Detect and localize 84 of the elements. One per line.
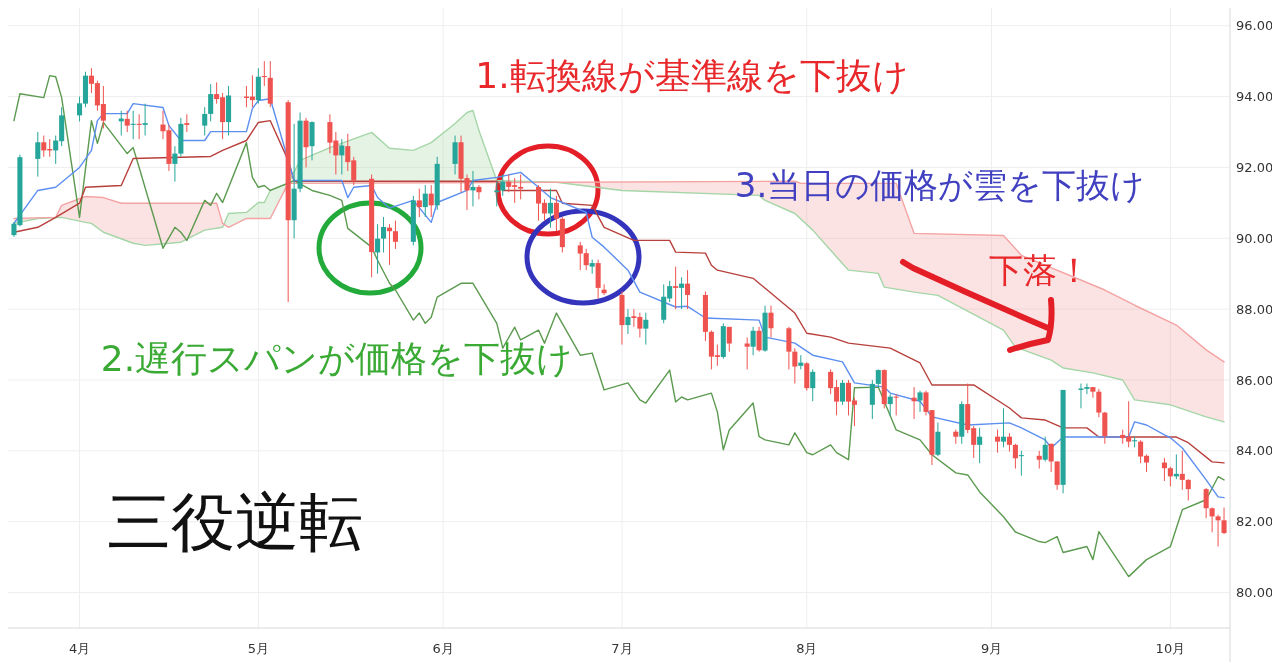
y-tick-label: 92.00 xyxy=(1236,159,1274,175)
candlestick xyxy=(1006,432,1012,453)
candlestick xyxy=(786,326,792,370)
candlestick xyxy=(1048,443,1054,473)
candlestick xyxy=(208,83,214,122)
candlestick xyxy=(792,347,798,385)
annotation: 2.遅行スパンが価格を下抜け xyxy=(100,337,574,379)
y-tick-label: 86.00 xyxy=(1236,372,1274,388)
y-tick-label: 82.00 xyxy=(1236,514,1274,530)
candlestick xyxy=(1185,478,1191,501)
y-tick-label: 80.00 xyxy=(1236,585,1274,601)
candlestick xyxy=(428,184,434,218)
candlestick xyxy=(840,379,846,406)
candlestick xyxy=(1096,388,1102,418)
candlestick xyxy=(768,305,774,338)
candlestick xyxy=(130,110,136,140)
candlestick xyxy=(392,220,398,250)
candlestick xyxy=(1179,450,1185,491)
candlestick xyxy=(1203,487,1209,519)
candlestick xyxy=(136,113,142,140)
candlestick xyxy=(142,103,148,137)
candlestick xyxy=(679,276,685,310)
candlestick xyxy=(673,266,679,310)
candlestick xyxy=(1054,460,1060,491)
candlestick xyxy=(1000,407,1007,448)
candlestick xyxy=(202,106,208,137)
candlestick xyxy=(935,422,941,457)
candlestick xyxy=(1102,411,1108,445)
candlestick xyxy=(869,379,875,420)
candlestick xyxy=(810,368,816,402)
y-tick-label: 94.00 xyxy=(1236,89,1274,105)
candlestick xyxy=(1042,436,1048,462)
x-tick-label: 5月 xyxy=(247,640,269,656)
candlestick xyxy=(994,429,1001,454)
candlestick xyxy=(261,60,267,87)
candlestick xyxy=(744,336,750,370)
x-tick-label: 9月 xyxy=(980,640,1003,656)
candlestick xyxy=(375,223,381,275)
y-tick-label: 88.00 xyxy=(1236,301,1274,317)
candlestick xyxy=(1221,507,1227,535)
y-tick-label: 84.00 xyxy=(1236,443,1274,459)
candlestick xyxy=(977,427,983,464)
candlestick xyxy=(35,131,41,178)
candlestick xyxy=(750,326,756,356)
candlestick xyxy=(1209,507,1215,533)
candlestick xyxy=(1018,450,1024,477)
candlestick xyxy=(917,390,923,413)
candlestick xyxy=(887,393,893,416)
x-tick-label: 6月 xyxy=(432,640,454,656)
candlestick xyxy=(422,184,428,218)
candlestick xyxy=(172,145,178,183)
candlestick xyxy=(1215,514,1221,548)
candlestick xyxy=(381,216,387,253)
y-tick-label: 90.00 xyxy=(1236,230,1274,246)
candlestick xyxy=(1167,466,1173,487)
candlestick xyxy=(643,312,649,346)
candlestick xyxy=(553,195,559,232)
annotation: 1.転換線が基準線を下抜け xyxy=(475,54,909,96)
candlestick xyxy=(625,308,631,335)
candlestick xyxy=(893,393,899,416)
candlestick xyxy=(685,269,691,310)
annotation: 3.当日の価格が雲を下抜け xyxy=(734,165,1146,205)
candlestick xyxy=(416,188,422,218)
candlestick xyxy=(494,181,500,207)
candlestick xyxy=(452,135,458,176)
candlestick xyxy=(1090,386,1096,399)
annotation: 下落！ xyxy=(989,250,1091,290)
candlestick xyxy=(476,184,482,200)
candlestick xyxy=(124,110,130,133)
x-tick-label: 8月 xyxy=(796,640,818,656)
candlestick xyxy=(255,67,261,105)
candlestick xyxy=(518,174,524,200)
x-tick-label: 10月 xyxy=(1155,640,1186,656)
x-tick-label: 4月 xyxy=(68,640,91,656)
y-tick-label: 96.00 xyxy=(1236,18,1274,34)
annotation: 三役逆転 xyxy=(107,485,363,559)
x-tick-label: 7月 xyxy=(611,640,633,656)
candlestick xyxy=(53,135,59,165)
candlestick xyxy=(547,188,553,229)
candlestick xyxy=(339,138,345,176)
candlestick xyxy=(726,326,732,353)
candlestick xyxy=(1084,383,1090,395)
candlestick xyxy=(1012,443,1018,470)
candlestick xyxy=(756,326,762,353)
